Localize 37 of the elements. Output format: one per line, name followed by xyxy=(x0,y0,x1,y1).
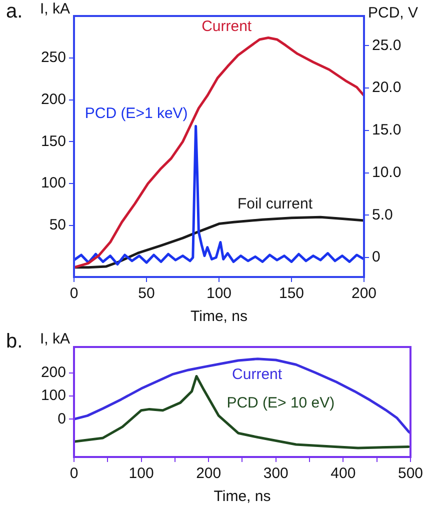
y-tick-label: 200 xyxy=(40,90,66,108)
x-tick-label: 150 xyxy=(278,285,304,302)
y2-tick-label: 25.0 xyxy=(372,36,402,54)
y-axis-title: I, kA xyxy=(40,0,70,18)
x-tick-label: 0 xyxy=(70,285,78,302)
text: a. xyxy=(6,0,23,23)
series-label: Current xyxy=(202,18,252,36)
series-label: PCD (E> 10 eV) xyxy=(226,394,335,412)
y2-tick-label: 5.0 xyxy=(372,206,393,224)
y-tick-label: 100 xyxy=(40,174,66,192)
x-tick-label: 500 xyxy=(398,465,423,482)
y-tick-label: 200 xyxy=(40,364,66,381)
x-tick-label: 300 xyxy=(263,465,288,482)
x-tick-label: 0 xyxy=(70,465,78,482)
y2-tick-label: 20.0 xyxy=(372,79,402,96)
y2-tick-label: 15.0 xyxy=(372,122,402,139)
y-tick-label: 100 xyxy=(40,387,66,404)
text: b. xyxy=(6,330,23,353)
series-label: Current xyxy=(232,366,283,384)
series-label: PCD (E>1 keV) xyxy=(84,104,188,122)
x-axis-title: Time, ns xyxy=(214,488,271,506)
x-tick-label: 200 xyxy=(196,465,222,482)
y2-tick-label: 10.0 xyxy=(372,164,402,181)
x-tick-label: 400 xyxy=(330,465,356,482)
x-tick-label: 200 xyxy=(351,285,377,302)
series-label: Foil current xyxy=(237,196,314,213)
y-axis-title: I, kA xyxy=(40,330,70,348)
y2-tick-label: 0 xyxy=(372,248,380,266)
y-tick-label: 250 xyxy=(40,49,66,66)
x-tick-label: 100 xyxy=(206,285,232,302)
x-tick-label: 50 xyxy=(138,285,155,302)
y-tick-label: 150 xyxy=(40,132,66,150)
x-tick-label: 100 xyxy=(128,465,154,482)
y-tick-label: 0 xyxy=(58,410,66,428)
y2-axis-title: PCD, V xyxy=(368,4,418,22)
x-axis-title: Time, ns xyxy=(190,308,248,326)
y-tick-label: 50 xyxy=(49,216,66,234)
